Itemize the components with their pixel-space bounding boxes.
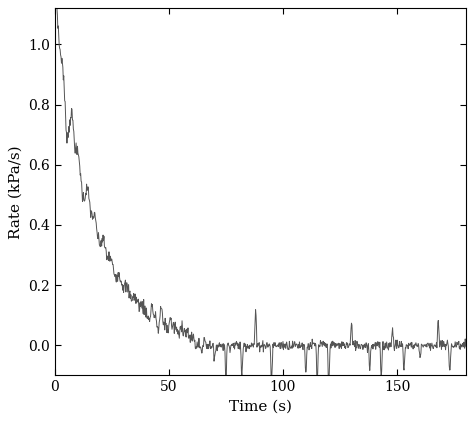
Y-axis label: Rate (kPa/s): Rate (kPa/s)	[9, 145, 22, 238]
X-axis label: Time (s): Time (s)	[228, 400, 292, 414]
